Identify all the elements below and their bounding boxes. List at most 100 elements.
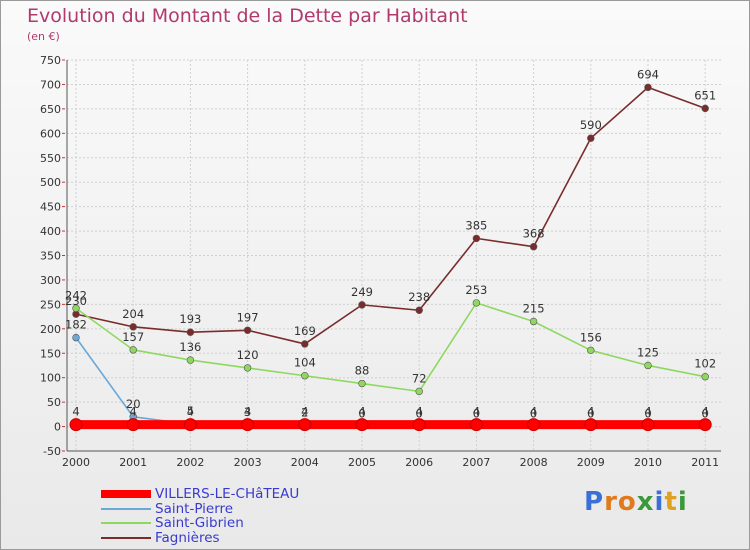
data-label: 238 (408, 290, 430, 304)
data-point (529, 317, 538, 326)
y-tick-label: 650 (40, 103, 61, 116)
data-point (527, 418, 541, 432)
data-label: 4 (587, 405, 594, 419)
data-label: 20 (126, 397, 141, 411)
data-label: 242 (65, 288, 87, 302)
data-label: 182 (65, 318, 87, 332)
data-point (587, 346, 595, 355)
data-label: 4 (416, 405, 423, 419)
data-point (243, 326, 252, 334)
data-label: 4 (358, 405, 365, 419)
legend-label-saint-gibrien: Saint-Gibrien (155, 515, 244, 531)
series-line (75, 336, 707, 428)
data-point (472, 234, 481, 243)
data-label: 156 (580, 330, 602, 344)
legend: VILLERS-LE-CHâTEAU Saint-Pierre Saint-Gi… (101, 487, 299, 545)
series-fagnieres (72, 83, 709, 348)
y-tick-label: 50 (47, 396, 61, 409)
data-label: 4 (473, 405, 480, 419)
data-label: 120 (237, 348, 259, 362)
data-label: 4 (244, 405, 251, 419)
data-label: 193 (179, 312, 201, 326)
legend-item-villers: VILLERS-LE-CHâTEAU (101, 487, 299, 502)
logo-letter: P (584, 487, 605, 517)
x-tick-label: 2005 (348, 456, 376, 469)
data-label: 2 (301, 406, 308, 420)
data-point (72, 333, 80, 342)
data-point (415, 387, 423, 396)
logo-letter: o (617, 487, 637, 517)
data-label: 4 (301, 405, 308, 419)
legend-label-saint-pierre: Saint-Pierre (155, 500, 234, 517)
data-point (469, 418, 483, 432)
data-label: 88 (355, 364, 370, 378)
data-point (186, 328, 195, 336)
data-point (126, 418, 140, 432)
y-tick-label: 350 (40, 250, 61, 263)
y-tick-label: 0 (54, 421, 61, 434)
data-label: 104 (294, 356, 316, 370)
y-tick-label: 400 (40, 225, 61, 238)
data-point (412, 418, 426, 432)
data-point (698, 418, 712, 432)
logo-letter: t (664, 487, 678, 517)
data-point (701, 104, 709, 113)
y-tick-label: 450 (40, 201, 61, 214)
legend-label-fagnieres: Fagnières (155, 529, 220, 546)
data-point (129, 323, 137, 331)
y-tick-label: 250 (40, 298, 61, 311)
data-point (298, 418, 312, 432)
data-point (415, 306, 423, 314)
data-label: 157 (122, 330, 144, 344)
data-point (186, 356, 195, 364)
data-point (358, 379, 366, 388)
x-tick-label: 2003 (234, 456, 262, 469)
series-line (75, 86, 707, 345)
data-label: 136 (179, 340, 201, 354)
y-tick-label: 200 (40, 323, 61, 336)
data-label: 72 (412, 371, 427, 385)
data-label: 0 (358, 407, 365, 421)
data-label: 4 (187, 405, 194, 419)
data-label: 253 (465, 283, 487, 297)
y-tick-label: 550 (40, 152, 61, 165)
series-villers-le-chateau (69, 418, 712, 432)
series-saint-pierre (72, 333, 709, 431)
data-label: 368 (523, 227, 545, 241)
data-point (301, 340, 309, 348)
data-label: 3 (244, 405, 251, 419)
y-tick-label: 100 (40, 372, 61, 385)
data-point (644, 361, 652, 370)
data-label: 4 (702, 405, 709, 419)
x-tick-label: 2010 (634, 456, 662, 469)
data-label: 385 (465, 218, 487, 232)
axis-layer: 7507006506005505004504003503002502001501… (40, 54, 721, 469)
data-label: 590 (580, 118, 602, 132)
data-label: 0 (473, 407, 480, 421)
data-point (355, 418, 369, 432)
logo-letter: r (604, 487, 618, 517)
data-label: 249 (351, 285, 373, 299)
data-point (587, 134, 595, 142)
x-tick-label: 2006 (405, 456, 433, 469)
y-tick-label: 750 (40, 54, 61, 67)
legend-swatch-villers (101, 490, 151, 499)
x-tick-label: 2000 (62, 456, 90, 469)
data-point (129, 346, 137, 354)
data-label: 0 (644, 407, 651, 421)
y-tick-label: -50 (43, 445, 61, 458)
legend-label-villers: VILLERS-LE-CHâTEAU (155, 486, 300, 502)
data-label: 651 (694, 88, 716, 102)
x-tick-label: 2008 (520, 456, 548, 469)
data-label: 169 (294, 324, 316, 338)
legend-swatch-fagnieres (101, 536, 151, 539)
y-tick-label: 700 (40, 78, 61, 91)
x-tick-label: 2007 (462, 456, 490, 469)
y-tick-label: 500 (40, 176, 61, 189)
legend-item-saint-pierre: Saint-Pierre (101, 500, 299, 517)
data-label: 4 (644, 405, 651, 419)
data-label: 5 (187, 404, 194, 418)
